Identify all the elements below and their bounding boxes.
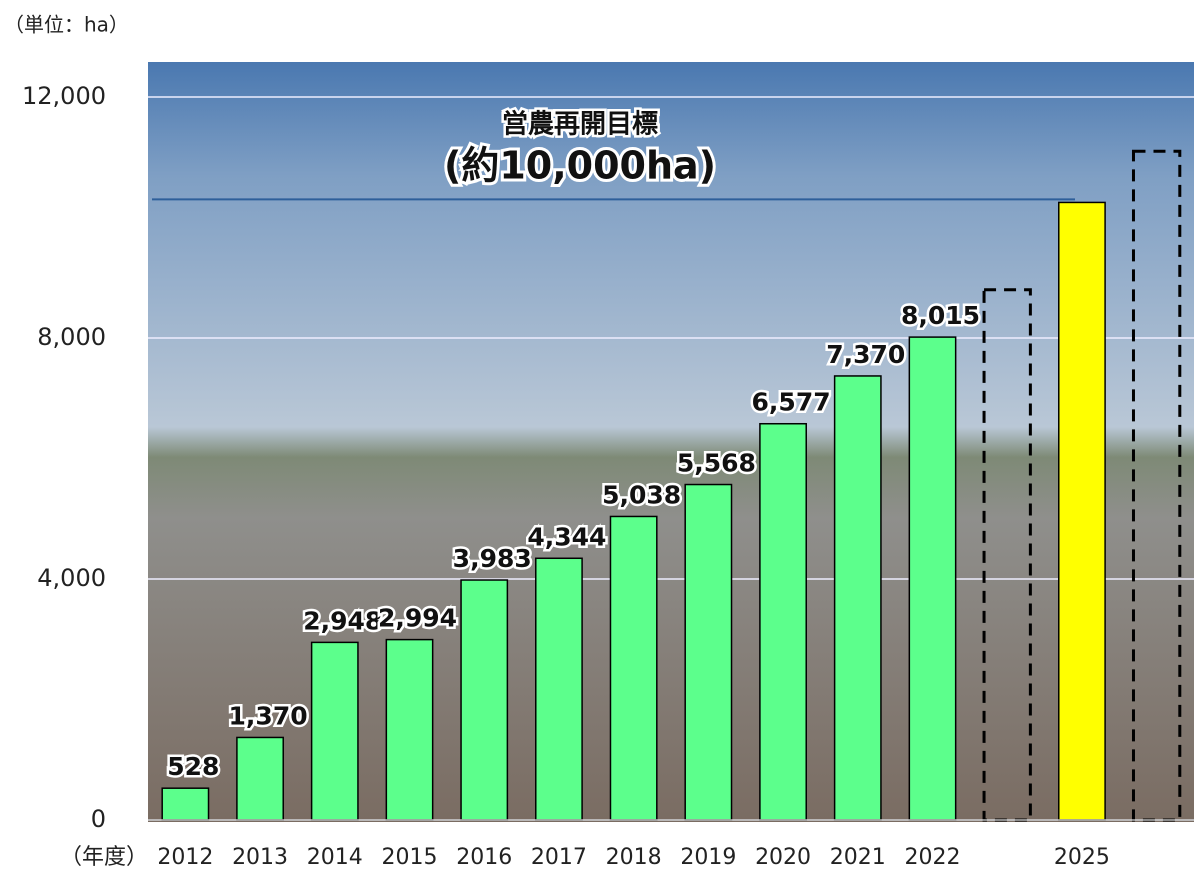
annotation: (約10,000ha)	[444, 144, 716, 188]
bar	[162, 788, 208, 820]
x-tick-label: 2016	[456, 845, 512, 870]
bar	[536, 558, 582, 820]
chart: （単位：ha） （年度） 営農再開目標 (約10,000ha) 0 4,000 8,…	[0, 0, 1196, 877]
value-label: 2,994	[378, 604, 457, 633]
x-tick-label: 2018	[606, 845, 662, 870]
bar	[685, 485, 731, 820]
bar	[610, 516, 656, 820]
value-label: 4,344	[527, 522, 606, 551]
x-tick-label: 2022	[905, 845, 961, 870]
x-tick-label: 2015	[382, 845, 438, 870]
annotation: 営農再開目標	[502, 110, 658, 140]
value-label: 528	[167, 752, 219, 781]
bar	[312, 642, 358, 820]
value-label: 7,370	[826, 340, 905, 369]
x-tick-label: 2020	[755, 845, 811, 870]
bar	[760, 424, 806, 820]
x-tick-label: 2017	[531, 845, 587, 870]
bar	[386, 640, 432, 820]
y-tick-label: 0	[91, 805, 106, 833]
bar	[835, 376, 881, 820]
x-tick-label: 2013	[232, 845, 288, 870]
x-tick-label: 2019	[680, 845, 736, 870]
x-axis-label: （年度）	[60, 845, 148, 870]
y-tick-label: 12,000	[22, 82, 106, 110]
x-tick-label: 2012	[157, 845, 213, 870]
bar	[909, 337, 955, 820]
value-label: 5,038	[602, 480, 681, 509]
value-label: 3,983	[453, 544, 532, 573]
value-label: 6,577	[752, 388, 831, 417]
x-tick-label: 2025	[1054, 845, 1110, 870]
x-tick-label: 2014	[307, 845, 363, 870]
y-tick-label: 8,000	[37, 323, 106, 351]
bar	[237, 737, 283, 820]
value-label: 2,948	[303, 606, 382, 635]
value-label: 5,568	[677, 449, 756, 478]
x-tick-label: 2021	[830, 845, 886, 870]
y-tick-label: 4,000	[37, 564, 106, 592]
bar	[1059, 202, 1105, 820]
unit-label: （単位：ha）	[4, 13, 129, 37]
bar	[461, 580, 507, 820]
value-label: 1,370	[229, 701, 308, 730]
value-label: 8,015	[901, 301, 980, 330]
